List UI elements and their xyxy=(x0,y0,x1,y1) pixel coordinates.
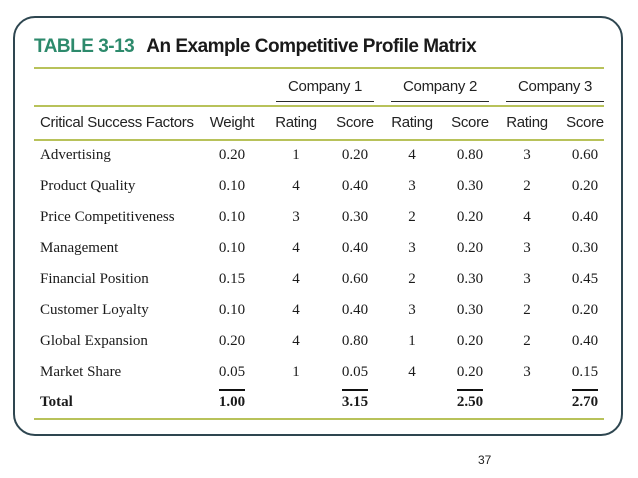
row-5-c3-score: 0.45 xyxy=(571,271,599,287)
title-rule xyxy=(34,67,604,69)
row-7-c2-rating: 1 xyxy=(408,333,416,349)
row-8-c2-rating: 4 xyxy=(408,364,416,380)
row-6-c3-score: 0.20 xyxy=(571,302,599,318)
table-title: TABLE 3-13 An Example Competitive Profile… xyxy=(34,36,477,58)
row-2-c1-rating: 4 xyxy=(292,178,300,194)
row-3-c3-score: 0.40 xyxy=(571,209,599,225)
row-8-c3-score: 0.15 xyxy=(571,364,599,380)
row-5-c1-rating: 4 xyxy=(292,271,300,287)
row-2-c1-score: 0.40 xyxy=(341,178,369,194)
row-6-c2-score: 0.30 xyxy=(456,302,484,318)
weight-total-underline xyxy=(219,389,245,391)
row-7-factor: Global Expansion xyxy=(40,333,148,349)
row-1-factor: Advertising xyxy=(40,147,111,163)
row-2-c3-rating: 2 xyxy=(523,178,531,194)
row-5-c2-score: 0.30 xyxy=(456,271,484,287)
row-7-c2-score: 0.20 xyxy=(456,333,484,349)
row-8-weight: 0.05 xyxy=(218,364,246,380)
row-1-c3-score: 0.60 xyxy=(571,147,599,163)
row-3-c2-rating: 2 xyxy=(408,209,416,225)
row-4-c3-rating: 3 xyxy=(523,240,531,256)
row-2-weight: 0.10 xyxy=(218,178,246,194)
col-header-factor: Critical Success Factors xyxy=(40,114,194,131)
row-7-weight: 0.20 xyxy=(218,333,246,349)
row-4-weight: 0.10 xyxy=(218,240,246,256)
total-c2-score: 2.50 xyxy=(456,394,484,410)
row-4-c1-rating: 4 xyxy=(292,240,300,256)
row-4-c2-score: 0.20 xyxy=(456,240,484,256)
header-top-rule xyxy=(34,105,604,107)
row-5-c1-score: 0.60 xyxy=(341,271,369,287)
table-bottom-rule xyxy=(34,418,604,420)
row-5-factor: Financial Position xyxy=(40,271,149,287)
row-7-c3-score: 0.40 xyxy=(571,333,599,349)
row-6-c1-rating: 4 xyxy=(292,302,300,318)
row-8-c3-rating: 3 xyxy=(523,364,531,380)
company-3-header: Company 3 xyxy=(517,78,593,95)
row-5-c3-rating: 3 xyxy=(523,271,531,287)
row-3-c2-score: 0.20 xyxy=(456,209,484,225)
row-3-weight: 0.10 xyxy=(218,209,246,225)
company-1-header: Company 1 xyxy=(287,78,363,95)
col-header-weight: Weight xyxy=(209,114,255,131)
row-6-c2-rating: 3 xyxy=(408,302,416,318)
col-header-c2-score: Score xyxy=(451,114,489,131)
row-2-c2-score: 0.30 xyxy=(456,178,484,194)
row-2-c2-rating: 3 xyxy=(408,178,416,194)
header-bottom-rule xyxy=(34,139,604,141)
row-3-c1-rating: 3 xyxy=(292,209,300,225)
total-c3-score: 2.70 xyxy=(571,394,599,410)
c1-total-underline xyxy=(342,389,368,391)
row-2-factor: Product Quality xyxy=(40,178,136,194)
total-c1-score: 3.15 xyxy=(341,394,369,410)
row-5-weight: 0.15 xyxy=(218,271,246,287)
c3-total-underline xyxy=(572,389,598,391)
c2-total-underline xyxy=(457,389,483,391)
row-7-c1-score: 0.80 xyxy=(341,333,369,349)
row-3-factor: Price Competitiveness xyxy=(40,209,175,225)
row-1-c3-rating: 3 xyxy=(523,147,531,163)
total-weight: 1.00 xyxy=(218,394,246,410)
row-8-factor: Market Share xyxy=(40,364,122,380)
row-8-c2-score: 0.20 xyxy=(456,364,484,380)
row-1-c2-score: 0.80 xyxy=(456,147,484,163)
row-6-weight: 0.10 xyxy=(218,302,246,318)
row-8-c1-score: 0.05 xyxy=(341,364,369,380)
row-1-c2-rating: 4 xyxy=(408,147,416,163)
row-7-c3-rating: 2 xyxy=(523,333,531,349)
row-1-weight: 0.20 xyxy=(218,147,246,163)
row-1-c1-score: 0.20 xyxy=(341,147,369,163)
company-1-rule xyxy=(276,101,374,102)
row-6-factor: Customer Loyalty xyxy=(40,302,149,318)
total-label: Total xyxy=(40,394,73,410)
col-header-c2-rating: Rating xyxy=(391,114,433,131)
row-5-c2-rating: 2 xyxy=(408,271,416,287)
table-caption: An Example Competitive Profile Matrix xyxy=(146,36,477,57)
company-2-rule xyxy=(391,101,489,102)
row-3-c1-score: 0.30 xyxy=(341,209,369,225)
row-6-c1-score: 0.40 xyxy=(341,302,369,318)
row-7-c1-rating: 4 xyxy=(292,333,300,349)
col-header-c3-score: Score xyxy=(566,114,604,131)
col-header-c1-rating: Rating xyxy=(275,114,317,131)
row-2-c3-score: 0.20 xyxy=(571,178,599,194)
col-header-c3-rating: Rating xyxy=(506,114,548,131)
row-1-c1-rating: 1 xyxy=(292,147,300,163)
table-number: TABLE 3-13 xyxy=(34,36,135,57)
row-4-c1-score: 0.40 xyxy=(341,240,369,256)
company-2-header: Company 2 xyxy=(402,78,478,95)
slide-frame xyxy=(13,16,623,436)
company-3-rule xyxy=(506,101,604,102)
page-number: 37 xyxy=(478,453,492,467)
row-4-c2-rating: 3 xyxy=(408,240,416,256)
row-8-c1-rating: 1 xyxy=(292,364,300,380)
col-header-c1-score: Score xyxy=(336,114,374,131)
row-4-c3-score: 0.30 xyxy=(571,240,599,256)
row-3-c3-rating: 4 xyxy=(523,209,531,225)
row-4-factor: Management xyxy=(40,240,119,256)
row-6-c3-rating: 2 xyxy=(523,302,531,318)
